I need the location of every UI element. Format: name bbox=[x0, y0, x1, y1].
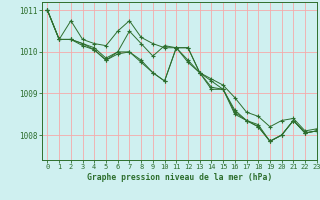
X-axis label: Graphe pression niveau de la mer (hPa): Graphe pression niveau de la mer (hPa) bbox=[87, 173, 272, 182]
